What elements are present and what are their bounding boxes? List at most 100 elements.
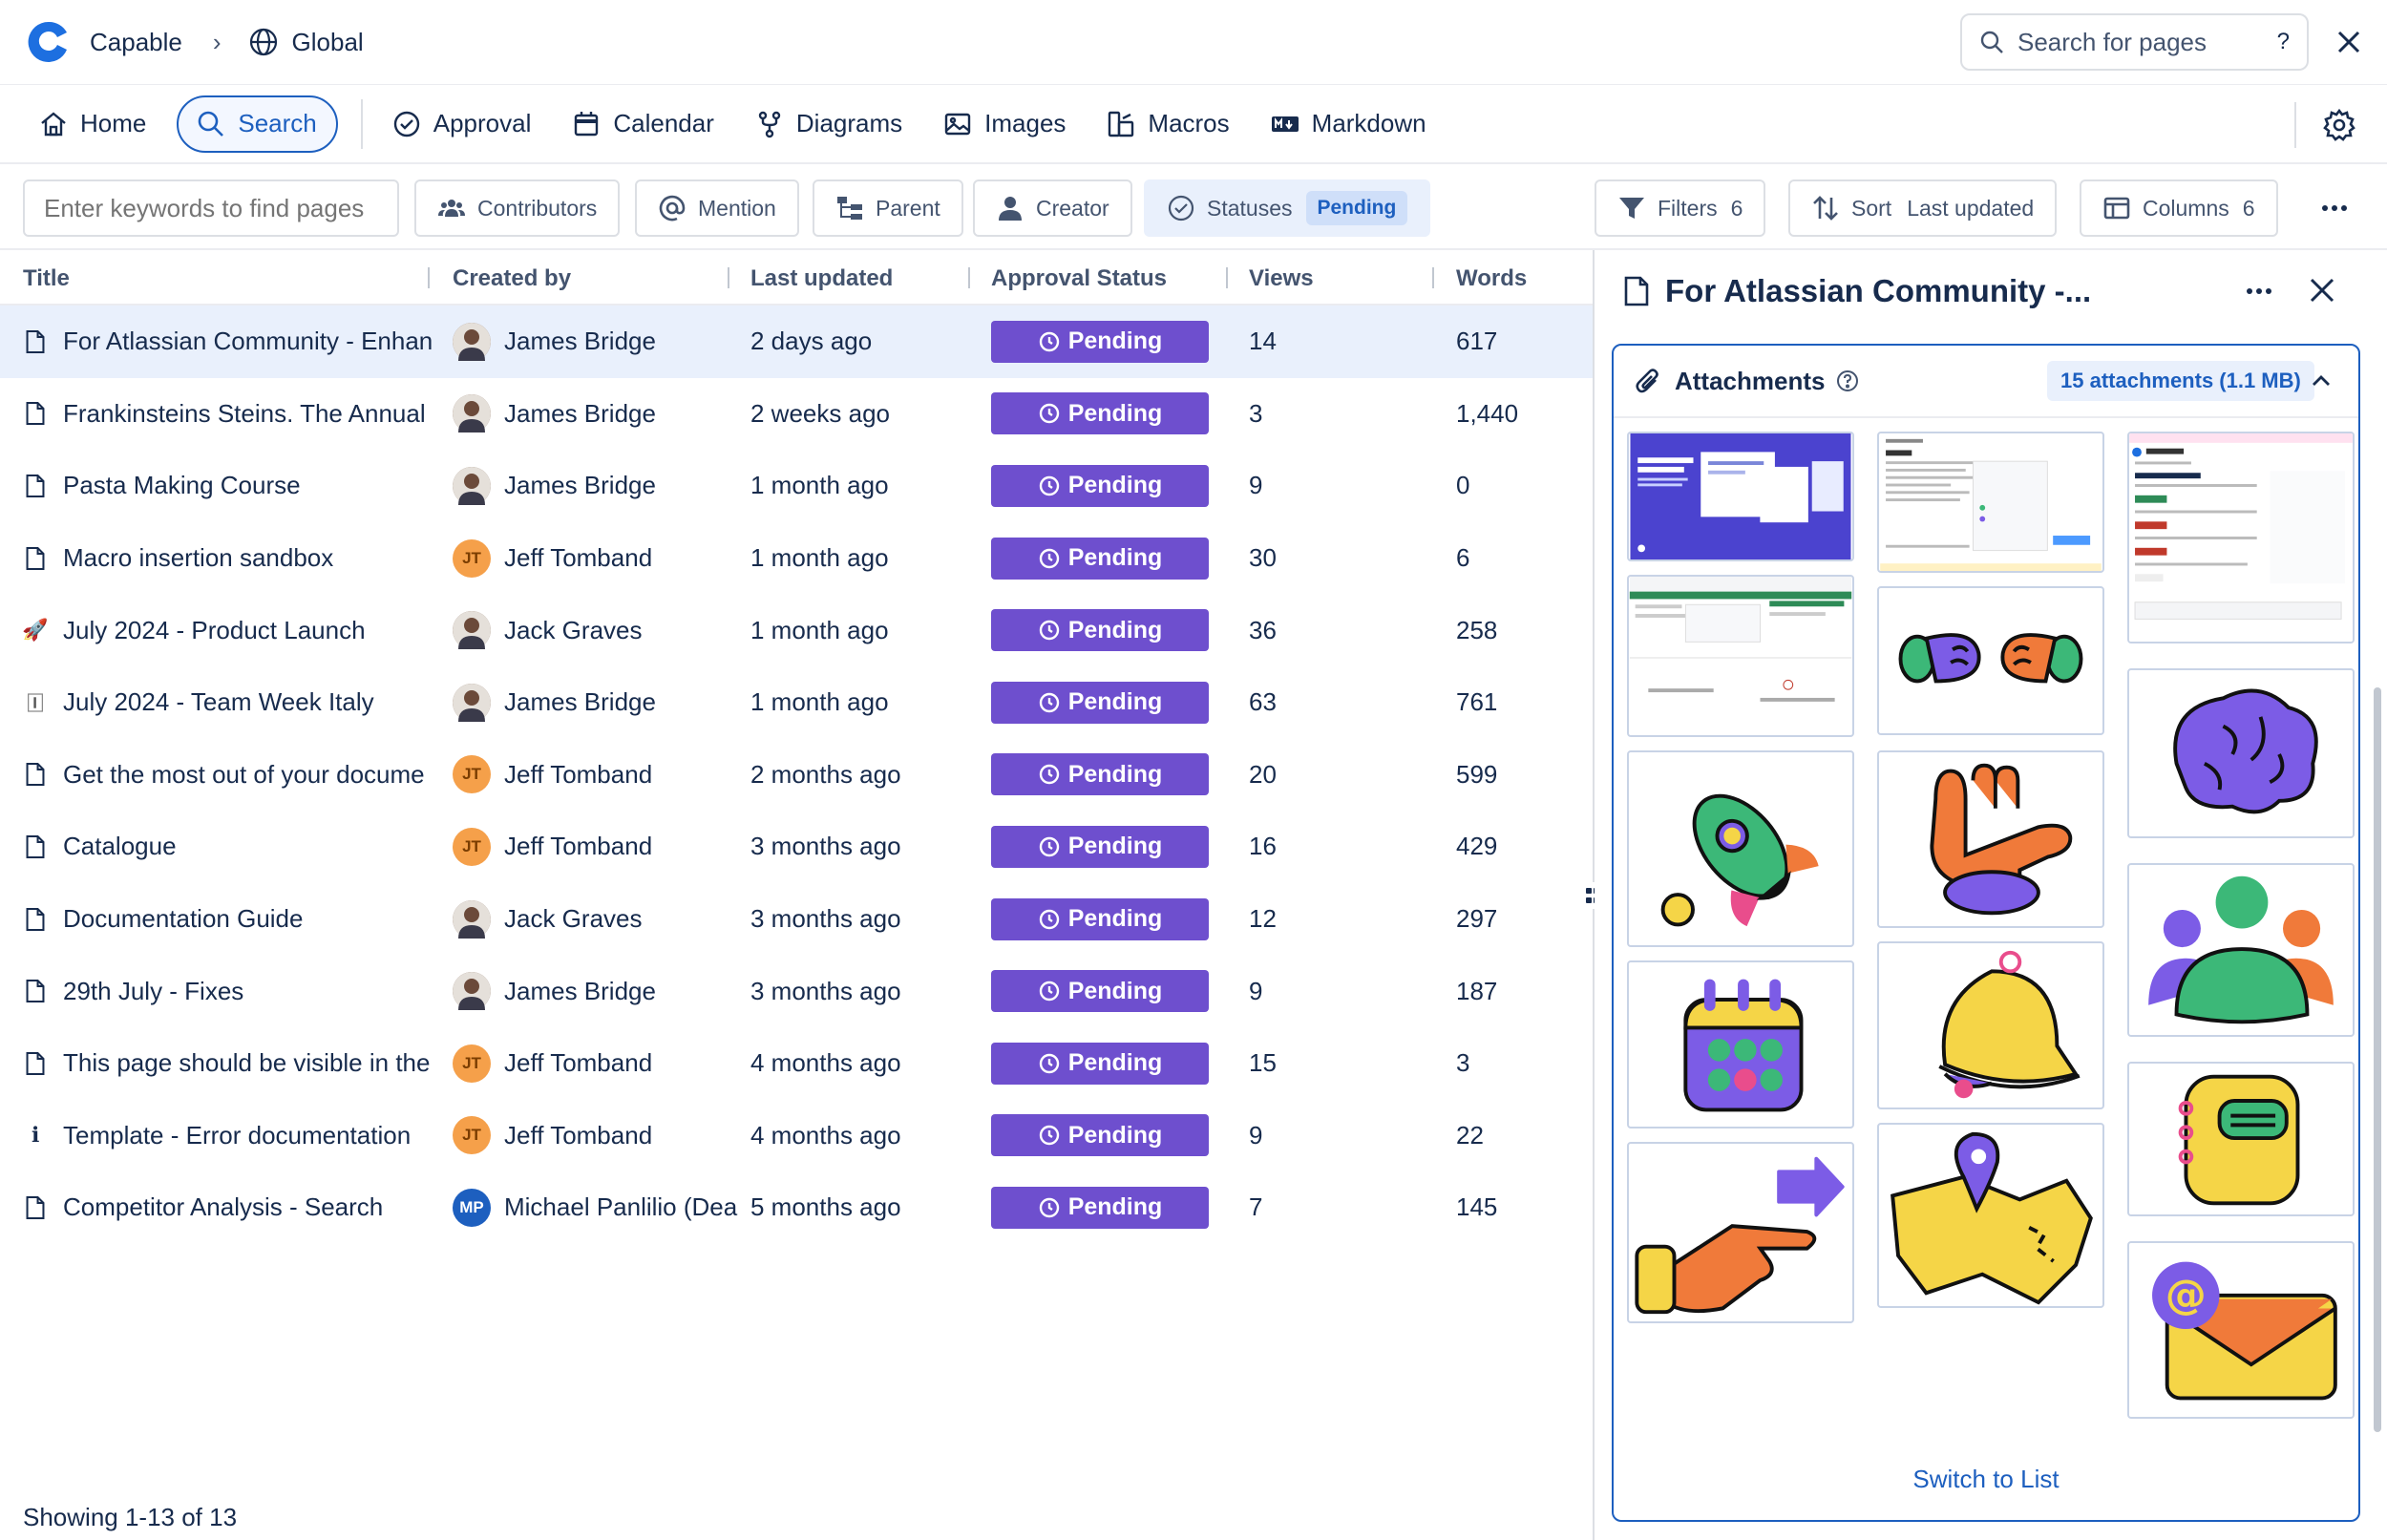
table-row[interactable]: Get the most out of your docume JT Jeff To… [0, 739, 1593, 812]
table-row[interactable]: This page should be visible in the JT Jeff… [0, 1027, 1593, 1100]
column-header-views[interactable]: Views [1249, 265, 1314, 291]
cell-title[interactable]: Frankinsteins Steins. The Annual [23, 378, 432, 451]
status-badge[interactable]: Pending [991, 1042, 1209, 1085]
switch-to-list-link[interactable]: Switch to List [1912, 1465, 2060, 1493]
cell-title[interactable]: Get the most out of your docume [23, 739, 432, 812]
mention-filter-button[interactable]: Mention [635, 179, 799, 237]
more-options-icon[interactable] [2315, 189, 2354, 227]
column-resize-handle[interactable] [728, 267, 729, 288]
capable-logo-icon[interactable] [25, 18, 73, 66]
attachment-thumbnail[interactable] [2127, 1062, 2355, 1216]
table-row[interactable]: Documentation Guide Jack Graves 3 months a… [0, 883, 1593, 956]
cell-words: 145 [1456, 1192, 1498, 1222]
status-badge[interactable]: Pending [991, 609, 1209, 652]
status-badge[interactable]: Pending [991, 970, 1209, 1013]
contributors-filter-button[interactable]: Contributors [414, 179, 621, 237]
attachments-header[interactable]: Attachments 15 attachments (1.1 MB) [1614, 346, 2358, 418]
attachment-thumbnail[interactable] [2127, 432, 2355, 643]
status-badge[interactable]: Pending [991, 753, 1209, 796]
table-row[interactable]: Competitor Analysis - Search MP Michael Pa… [0, 1171, 1593, 1244]
cell-title[interactable]: July 2024 - Team Week Italy [23, 666, 432, 739]
cell-title[interactable]: ℹ Template - Error documentation [23, 1100, 432, 1172]
nav-home[interactable]: Home [29, 95, 156, 153]
panel-title[interactable]: For Atlassian Community -... [1665, 273, 2092, 308]
page-search-input[interactable]: Search for pages ? [1960, 13, 2309, 71]
parent-filter-button[interactable]: Parent [813, 179, 963, 237]
status-badge[interactable]: Pending [991, 897, 1209, 940]
attachment-thumbnail[interactable] [1627, 750, 1854, 947]
attachment-thumbnail[interactable] [1627, 960, 1854, 1129]
cell-title[interactable]: Competitor Analysis - Search [23, 1171, 432, 1244]
column-resize-handle[interactable] [428, 267, 430, 288]
column-header-words[interactable]: Words [1456, 265, 1528, 291]
nav-images[interactable]: Images [933, 95, 1075, 153]
cell-title[interactable]: Pasta Making Course [23, 450, 432, 522]
sort-button[interactable]: Sort Last updated [1788, 179, 2058, 237]
chevron-up-icon[interactable] [2307, 367, 2335, 395]
nav-markdown[interactable]: Markdown [1260, 95, 1436, 153]
help-shortcut[interactable]: ? [2276, 29, 2290, 54]
column-header-title[interactable]: Title [23, 265, 70, 291]
nav-search[interactable]: Search [177, 95, 338, 153]
status-badge[interactable]: Pending [991, 825, 1209, 868]
attachment-thumbnail[interactable] [1627, 432, 1854, 561]
cell-title[interactable]: This page should be visible in the [23, 1027, 432, 1100]
close-icon[interactable] [2330, 23, 2368, 61]
column-header-approval-status[interactable]: Approval Status [991, 265, 1168, 291]
cell-title[interactable]: Catalogue [23, 811, 432, 883]
attachment-thumbnail[interactable] [1877, 750, 2104, 928]
status-badge[interactable]: Pending [991, 1186, 1209, 1229]
gear-icon[interactable] [2322, 108, 2356, 142]
attachment-thumbnail[interactable] [1877, 941, 2104, 1109]
paperclip-icon [1636, 369, 1658, 393]
status-badge[interactable]: Pending [991, 1114, 1209, 1157]
attachment-thumbnail[interactable] [2127, 668, 2355, 838]
cell-title[interactable]: Documentation Guide [23, 883, 432, 956]
column-resize-handle[interactable] [1432, 267, 1434, 288]
nav-approval[interactable]: Approval [382, 95, 541, 153]
table-row[interactable]: Macro insertion sandbox JT Jeff Tomband 1 m… [0, 522, 1593, 595]
attachment-thumbnail[interactable] [1877, 1123, 2104, 1308]
filters-button[interactable]: Filters 6 [1595, 179, 1766, 237]
table-row[interactable]: 🚀 July 2024 - Product Launch Jack Graves 1 … [0, 594, 1593, 666]
nav-calendar[interactable]: Calendar [561, 95, 724, 153]
table-row[interactable]: 29th July - Fixes James Bridge 3 months ag… [0, 955, 1593, 1027]
attachment-thumbnail[interactable] [1877, 432, 2104, 573]
column-header-last-updated[interactable]: Last updated [750, 265, 894, 291]
close-panel-icon[interactable] [2303, 271, 2341, 309]
table-row[interactable]: For Atlassian Community - Enhan James Bri… [0, 306, 1593, 378]
panel-scrollbar[interactable] [2374, 687, 2381, 1432]
table-row[interactable]: July 2024 - Team Week Italy James Bridge 1… [0, 666, 1593, 739]
table-row[interactable]: Catalogue JT Jeff Tomband 3 months ago Pendi… [0, 811, 1593, 883]
nav-diagrams[interactable]: Diagrams [745, 95, 912, 153]
status-badge[interactable]: Pending [991, 464, 1209, 507]
attachment-thumbnail[interactable] [1627, 1142, 1854, 1323]
cell-title[interactable]: 29th July - Fixes [23, 955, 432, 1027]
status-badge[interactable]: Pending [991, 681, 1209, 724]
cell-title[interactable]: For Atlassian Community - Enhan [23, 306, 432, 378]
breadcrumb-app[interactable]: Capable [90, 27, 182, 56]
column-header-created-by[interactable]: Created by [453, 265, 572, 291]
creator-filter-button[interactable]: Creator [973, 179, 1132, 237]
cell-title[interactable]: 🚀 July 2024 - Product Launch [23, 594, 432, 666]
status-badge[interactable]: Pending [991, 537, 1209, 580]
status-badge[interactable]: Pending [991, 392, 1209, 435]
attachment-thumbnail[interactable]: @ [2127, 1241, 2355, 1419]
table-row[interactable]: ℹ Template - Error documentation JT Jeff To… [0, 1100, 1593, 1172]
attachment-thumbnail[interactable] [1627, 575, 1854, 737]
more-options-icon[interactable] [2240, 275, 2278, 307]
help-icon[interactable] [1836, 369, 1859, 392]
cell-title[interactable]: Macro insertion sandbox [23, 522, 432, 595]
columns-button[interactable]: Columns 6 [2080, 179, 2278, 237]
column-resize-handle[interactable] [968, 267, 970, 288]
attachment-thumbnail[interactable] [2127, 863, 2355, 1037]
statuses-filter-button[interactable]: Statuses Pending [1144, 179, 1431, 237]
table-row[interactable]: Frankinsteins Steins. The Annual James Br… [0, 378, 1593, 451]
attachment-thumbnail[interactable] [1877, 586, 2104, 735]
status-badge[interactable]: Pending [991, 320, 1209, 363]
column-resize-handle[interactable] [1226, 267, 1228, 288]
breadcrumb-space[interactable]: Global [291, 27, 364, 56]
nav-macros[interactable]: Macros [1096, 95, 1238, 153]
table-row[interactable]: Pasta Making Course James Bridge 1 month a… [0, 450, 1593, 522]
keyword-search-input[interactable] [23, 179, 399, 237]
